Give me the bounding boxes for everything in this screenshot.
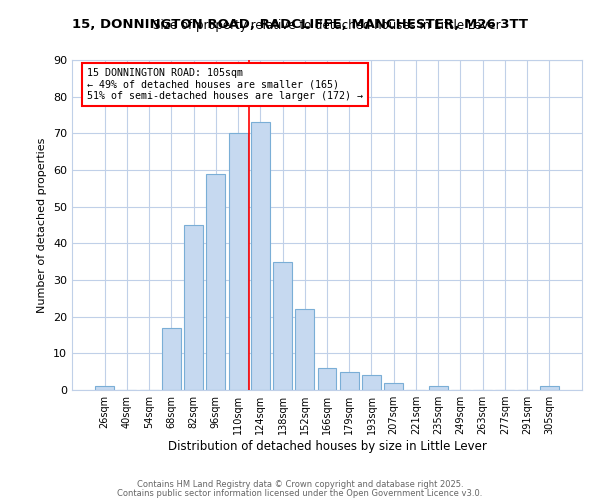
Bar	[317, 368, 337, 390]
Bar	[340, 372, 359, 390]
Bar	[206, 174, 225, 390]
Text: Contains public sector information licensed under the Open Government Licence v3: Contains public sector information licen…	[118, 489, 482, 498]
Title: Size of property relative to detached houses in Little Lever: Size of property relative to detached ho…	[153, 20, 501, 32]
Bar	[429, 386, 448, 390]
Bar	[162, 328, 181, 390]
Bar	[95, 386, 114, 390]
Y-axis label: Number of detached properties: Number of detached properties	[37, 138, 47, 312]
Bar	[229, 134, 248, 390]
Bar	[184, 225, 203, 390]
Text: Contains HM Land Registry data © Crown copyright and database right 2025.: Contains HM Land Registry data © Crown c…	[137, 480, 463, 489]
Bar	[384, 382, 403, 390]
Text: 15, DONNINGTON ROAD, RADCLIFFE, MANCHESTER, M26 3TT: 15, DONNINGTON ROAD, RADCLIFFE, MANCHEST…	[72, 18, 528, 30]
Text: 15 DONNINGTON ROAD: 105sqm
← 49% of detached houses are smaller (165)
51% of sem: 15 DONNINGTON ROAD: 105sqm ← 49% of deta…	[88, 68, 364, 102]
Bar	[251, 122, 270, 390]
Bar	[540, 386, 559, 390]
Bar	[362, 376, 381, 390]
X-axis label: Distribution of detached houses by size in Little Lever: Distribution of detached houses by size …	[167, 440, 487, 453]
Bar	[295, 310, 314, 390]
Bar	[273, 262, 292, 390]
